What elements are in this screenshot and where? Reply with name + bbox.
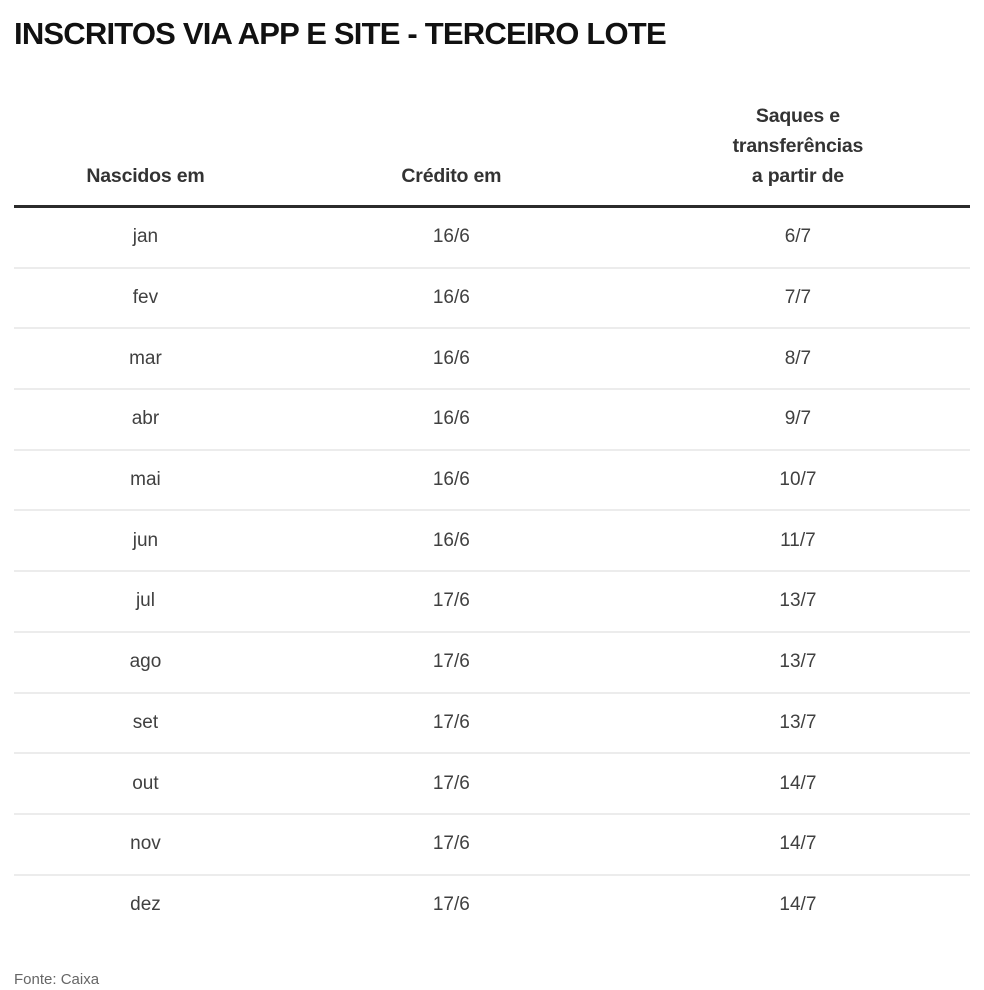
cell-saques: 14/7 — [779, 893, 817, 915]
cell-saques: 13/7 — [779, 651, 817, 673]
table-row: fev 16/6 7/7 — [14, 269, 970, 330]
cell-credito: 16/6 — [432, 469, 470, 491]
cell-month: fev — [132, 287, 159, 309]
table-row: set 17/6 13/7 — [14, 694, 970, 755]
column-header-saques: Saques e transferências a partir de — [732, 105, 864, 187]
cell-month: ago — [129, 651, 162, 673]
cell-month: jun — [132, 529, 159, 551]
schedule-table: Nascidos em Crédito em Saques e transfer… — [14, 101, 970, 934]
cell-month: abr — [131, 408, 160, 430]
table-header-row: Nascidos em Crédito em Saques e transfer… — [14, 101, 970, 208]
column-header-nascidos: Nascidos em — [86, 165, 205, 187]
cell-saques: 13/7 — [779, 711, 817, 733]
cell-credito: 16/6 — [432, 347, 470, 369]
cell-saques: 9/7 — [784, 408, 812, 430]
cell-credito: 16/6 — [432, 529, 470, 551]
table-row: out 17/6 14/7 — [14, 754, 970, 815]
cell-saques: 10/7 — [779, 469, 817, 491]
cell-credito: 17/6 — [432, 772, 470, 794]
table-row: mar 16/6 8/7 — [14, 329, 970, 391]
cell-credito: 16/6 — [432, 408, 470, 430]
cell-credito: 17/6 — [432, 590, 470, 612]
cell-credito: 17/6 — [432, 893, 470, 915]
cell-month: mai — [130, 469, 161, 491]
infographic-container: INSCRITOS VIA APP E SITE - TERCEIRO LOTE… — [0, 16, 984, 990]
cell-credito: 16/6 — [432, 287, 470, 309]
cell-saques: 7/7 — [784, 287, 812, 309]
table-row: mai 16/6 10/7 — [14, 451, 970, 512]
cell-saques: 14/7 — [779, 772, 817, 794]
table-row: jul 17/6 13/7 — [14, 572, 970, 633]
column-header-credito: Crédito em — [401, 165, 502, 187]
cell-month: nov — [130, 833, 161, 855]
cell-saques: 11/7 — [780, 529, 816, 551]
source-credit: Fonte: Caixa — [14, 971, 100, 989]
cell-month: jul — [135, 590, 155, 612]
cell-credito: 17/6 — [432, 711, 470, 733]
cell-saques: 13/7 — [779, 590, 817, 612]
cell-month: dez — [130, 893, 161, 915]
cell-month: out — [132, 772, 159, 794]
table-row: ago 17/6 13/7 — [14, 633, 970, 694]
cell-credito: 16/6 — [432, 226, 470, 248]
cell-credito: 17/6 — [432, 833, 470, 855]
table-row: jan 16/6 6/7 — [14, 208, 970, 269]
table-row: nov 17/6 14/7 — [14, 815, 970, 876]
cell-credito: 17/6 — [432, 651, 470, 673]
table-row: abr 16/6 9/7 — [14, 390, 970, 451]
cell-month: jan — [132, 226, 159, 248]
page-title: INSCRITOS VIA APP E SITE - TERCEIRO LOTE — [14, 16, 667, 51]
table-row: jun 16/6 11/7 — [14, 511, 970, 573]
cell-month: set — [132, 711, 159, 733]
table-row: dez 17/6 14/7 — [14, 876, 970, 935]
cell-saques: 14/7 — [779, 833, 817, 855]
cell-saques: 6/7 — [784, 226, 812, 248]
cell-saques: 8/7 — [784, 347, 812, 369]
cell-month: mar — [129, 347, 162, 369]
